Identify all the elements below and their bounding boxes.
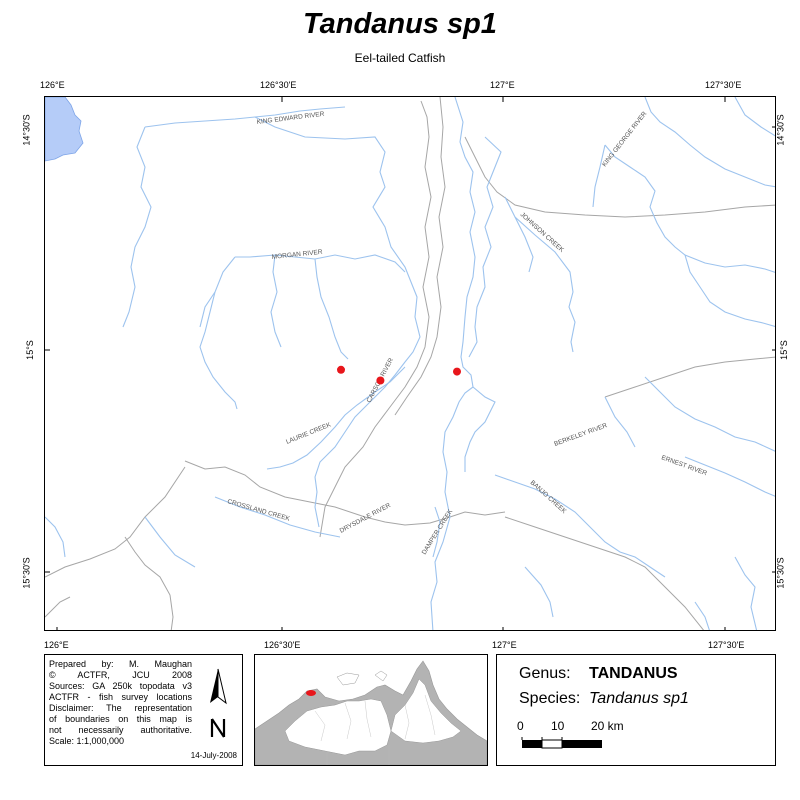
tick-left-1: 14°30'S — [21, 114, 32, 146]
inset-study-area-marker — [306, 690, 316, 696]
info-line: ACTFR - fish survey locations — [49, 692, 192, 702]
label-crossland-creek: CROSSLAND CREEK — [226, 498, 291, 523]
scale-label-20: 20 km — [591, 719, 624, 733]
survey-point[interactable] — [376, 376, 385, 385]
inset-land-nt — [284, 698, 392, 756]
tick-top-1: 126°E — [40, 80, 65, 90]
info-line: © ACTFR, JCU 2008 — [49, 670, 192, 680]
label-ernest-river: ERNEST RIVER — [660, 454, 708, 477]
tick-bottom-4: 127°30'E — [708, 640, 745, 650]
species-value: Tandanus sp1 — [589, 690, 689, 707]
survey-point[interactable] — [337, 365, 345, 374]
inset-boundaries — [314, 694, 436, 765]
info-line: Scale: 1:1,000,000 — [49, 736, 125, 746]
info-line: Disclaimer: The representation — [49, 703, 192, 713]
water-body — [45, 97, 84, 162]
inset-land-islands — [336, 670, 388, 686]
info-text: Prepared by: M. Maughan © ACTFR, JCU 200… — [49, 659, 192, 747]
label-berkeley-river: BERKELEY RIVER — [553, 422, 608, 448]
label-johnson-creek: JOHNSON CREEK — [519, 211, 566, 254]
info-line: not necessarily authoritative. — [49, 725, 192, 735]
tick-bottom-1: 126°E — [44, 640, 69, 650]
map-info-panel: Prepared by: M. Maughan © ACTFR, JCU 200… — [44, 654, 243, 766]
main-map[interactable]: KING EDWARD RIVER KING GEORGE RIVER JOHN… — [44, 96, 776, 631]
catchment-boundaries — [45, 97, 775, 630]
tick-top-4: 127°30'E — [705, 80, 742, 90]
tick-top-2: 126°30'E — [260, 80, 297, 90]
inset-canvas — [255, 655, 487, 765]
survey-point[interactable] — [453, 367, 461, 376]
tick-top-3: 127°E — [490, 80, 515, 90]
river-network — [45, 97, 775, 630]
frame-ticks — [45, 97, 775, 630]
map-subtitle: Eel-tailed Catfish — [354, 51, 446, 65]
scale-bar — [521, 737, 602, 749]
scale-label-10: 10 — [551, 719, 565, 733]
tick-bottom-2: 126°30'E — [264, 640, 301, 650]
map-canvas: KING EDWARD RIVER KING GEORGE RIVER JOHN… — [45, 97, 775, 630]
species-label: Species: — [519, 690, 581, 707]
inset-land-qld — [390, 678, 462, 744]
label-drysdale-river: DRYSDALE RIVER — [339, 502, 393, 535]
survey-points — [337, 365, 461, 385]
map-title: Tandanus sp1 — [303, 8, 497, 40]
label-king-george-river: KING GEORGE RIVER — [601, 110, 649, 168]
label-banjo-creek: BANJO CREEK — [529, 479, 568, 515]
info-line: of boundaries on this map is — [49, 714, 192, 724]
map-date: 14-July-2008 — [190, 751, 237, 760]
genus-value: TANDANUS — [589, 665, 678, 682]
label-laurie-creek: LAURIE CREEK — [285, 421, 332, 446]
species-legend: Genus: TANDANUS Species: Tandanus sp1 0 … — [496, 654, 776, 766]
north-arrow-icon — [210, 668, 227, 738]
tick-left-3: 15°30'S — [21, 557, 32, 589]
genus-label: Genus: — [519, 665, 571, 682]
scale-label-0: 0 — [517, 719, 524, 733]
tick-bottom-3: 127°E — [492, 640, 517, 650]
info-line: Sources: GA 250k topodata v3 — [49, 681, 192, 691]
tick-right-2: 15°S — [778, 340, 789, 360]
tick-right-3: 15°30'S — [775, 557, 786, 589]
tick-right-1: 14°30'S — [775, 114, 786, 146]
tick-left-2: 15°S — [24, 340, 35, 360]
inset-map[interactable] — [254, 654, 488, 766]
info-line: Prepared by: M. Maughan — [49, 659, 192, 669]
